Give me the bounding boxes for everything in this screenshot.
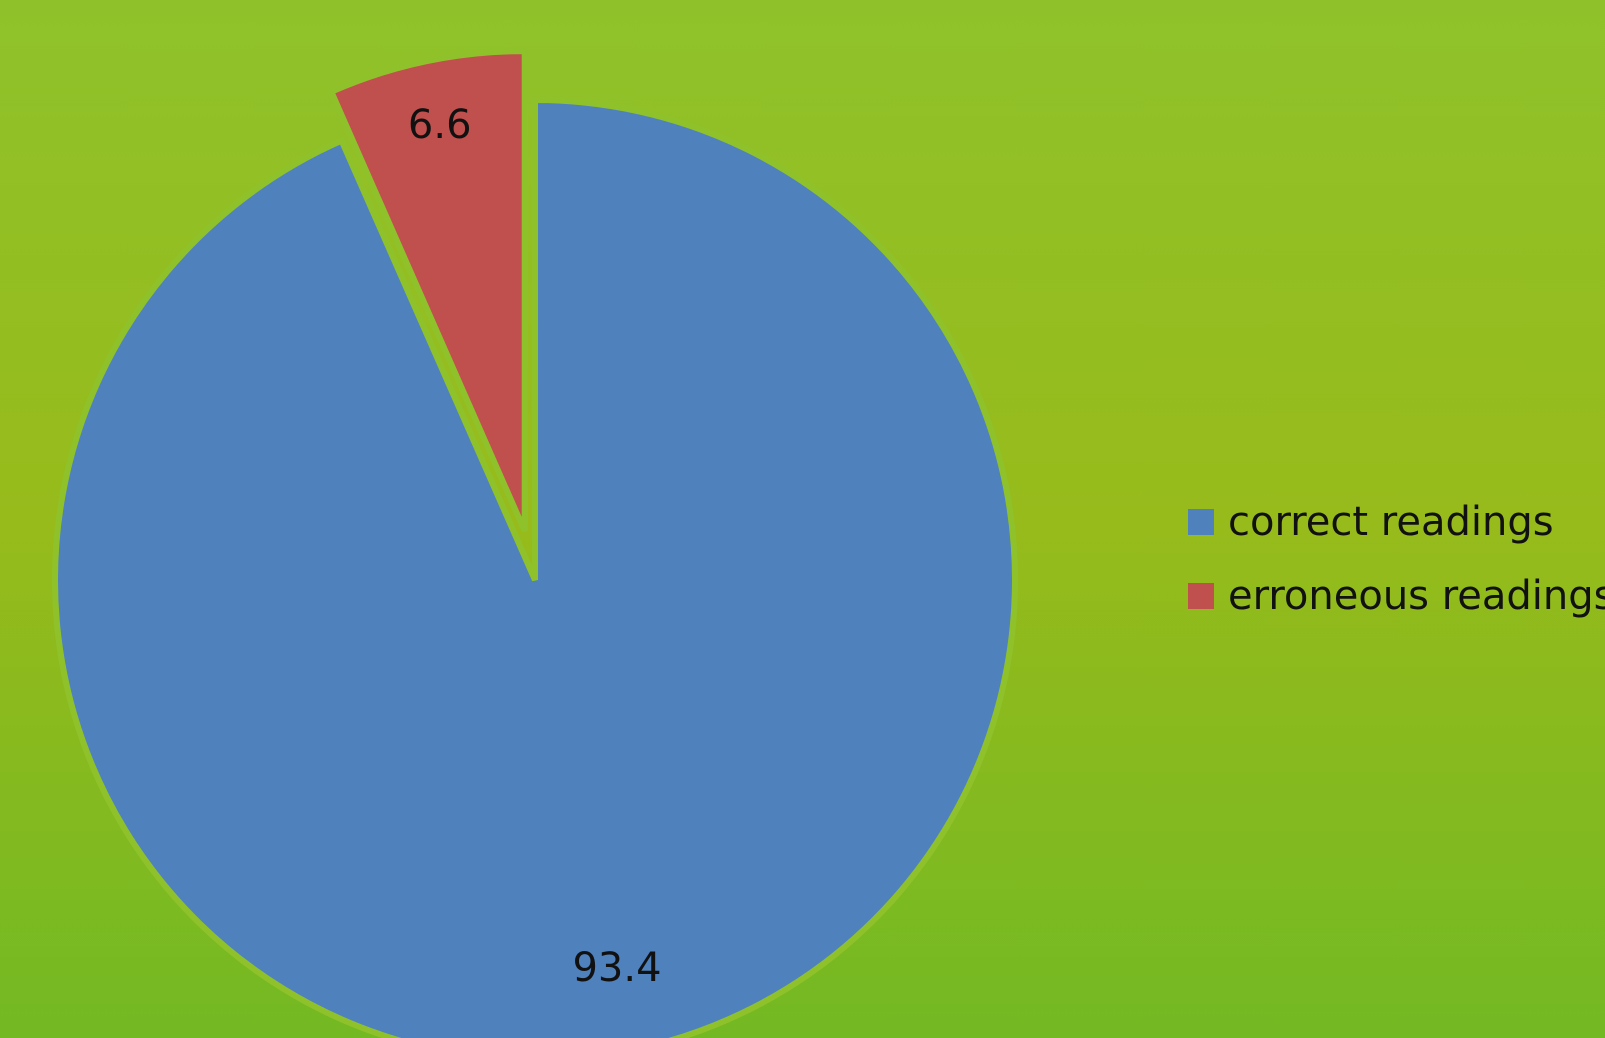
data-label-correct-readings: 93.4	[572, 945, 661, 991]
data-label-erroneous-readings: 6.6	[408, 102, 472, 148]
legend: correct readings erroneous readings	[1188, 485, 1605, 633]
legend-swatch-erroneous-readings	[1188, 583, 1214, 609]
legend-swatch-correct-readings	[1188, 509, 1214, 535]
legend-label-correct-readings: correct readings	[1228, 499, 1554, 545]
pie-slice-correct-readings[interactable]	[52, 96, 1018, 1038]
pie-slices	[52, 48, 1018, 1038]
pie-slice-erroneous-readings[interactable]	[327, 48, 528, 533]
legend-label-erroneous-readings: erroneous readings	[1228, 573, 1605, 619]
legend-item-erroneous-readings[interactable]: erroneous readings	[1188, 559, 1605, 633]
legend-item-correct-readings[interactable]: correct readings	[1188, 485, 1605, 559]
pie-data-labels: 93.4 6.6	[408, 102, 662, 991]
